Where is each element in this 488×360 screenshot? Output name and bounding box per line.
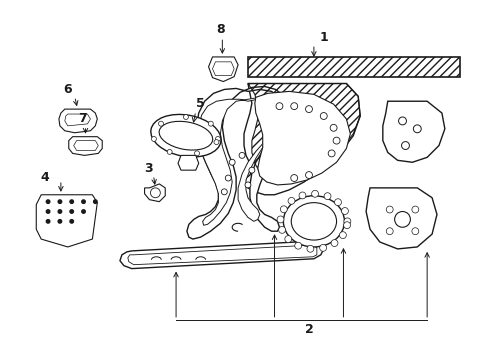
Circle shape [324,193,330,199]
Circle shape [57,199,62,204]
Circle shape [239,152,244,158]
Circle shape [275,103,283,109]
Polygon shape [120,241,323,269]
Text: 7: 7 [78,112,87,125]
Circle shape [69,199,74,204]
Circle shape [341,208,347,215]
Text: 2: 2 [304,323,313,336]
Circle shape [150,188,160,198]
Circle shape [81,209,86,214]
Ellipse shape [159,121,212,150]
Text: 3: 3 [144,162,153,175]
Circle shape [69,219,74,224]
Circle shape [319,244,326,251]
Circle shape [69,209,74,214]
Circle shape [151,136,156,141]
Circle shape [93,199,98,204]
Circle shape [57,209,62,214]
Circle shape [334,199,341,206]
Polygon shape [382,101,444,162]
Circle shape [278,226,285,233]
Polygon shape [65,114,90,126]
Circle shape [167,149,172,154]
Circle shape [398,117,406,125]
Circle shape [225,175,231,181]
Circle shape [332,137,339,144]
Polygon shape [186,86,289,239]
Text: 4: 4 [41,171,49,184]
Circle shape [306,245,313,252]
Circle shape [290,103,297,109]
Circle shape [215,136,220,141]
Circle shape [330,240,337,247]
Circle shape [284,236,291,243]
Circle shape [327,150,334,157]
Circle shape [158,121,163,126]
Polygon shape [127,245,316,265]
Circle shape [311,190,318,197]
Circle shape [45,199,50,204]
Text: 8: 8 [216,23,224,36]
Text: 1: 1 [319,31,327,44]
Circle shape [214,140,219,145]
Circle shape [194,151,199,156]
Circle shape [343,218,350,225]
Circle shape [298,192,305,199]
Bar [247,57,459,77]
Circle shape [343,222,350,229]
Polygon shape [208,57,238,82]
Polygon shape [69,137,102,156]
Circle shape [244,182,250,188]
Circle shape [329,124,336,131]
Circle shape [339,232,346,239]
Circle shape [386,206,392,213]
Ellipse shape [283,196,344,247]
Circle shape [294,242,301,249]
Circle shape [287,197,294,204]
Polygon shape [59,109,97,133]
Circle shape [401,141,408,149]
Circle shape [45,209,50,214]
Polygon shape [254,91,349,185]
Circle shape [394,212,409,227]
Circle shape [183,114,188,120]
Polygon shape [366,188,436,249]
Circle shape [320,113,326,120]
Circle shape [290,175,297,181]
Bar [247,57,459,77]
Polygon shape [244,84,360,195]
Circle shape [45,219,50,224]
Circle shape [411,228,418,235]
Text: 5: 5 [196,97,204,110]
Circle shape [81,199,86,204]
Circle shape [57,219,62,224]
Polygon shape [198,97,275,225]
Circle shape [229,159,235,165]
Ellipse shape [291,203,336,240]
Polygon shape [178,156,198,170]
Circle shape [305,172,312,179]
Polygon shape [74,141,98,150]
Polygon shape [36,195,97,247]
Circle shape [221,189,227,195]
Polygon shape [144,184,165,202]
Circle shape [277,216,284,223]
Circle shape [411,206,418,213]
Circle shape [305,106,312,113]
Circle shape [248,167,254,173]
Ellipse shape [150,114,221,157]
Text: 6: 6 [63,83,72,96]
Circle shape [412,125,420,133]
Circle shape [280,206,286,213]
Circle shape [386,228,392,235]
Circle shape [208,121,213,126]
